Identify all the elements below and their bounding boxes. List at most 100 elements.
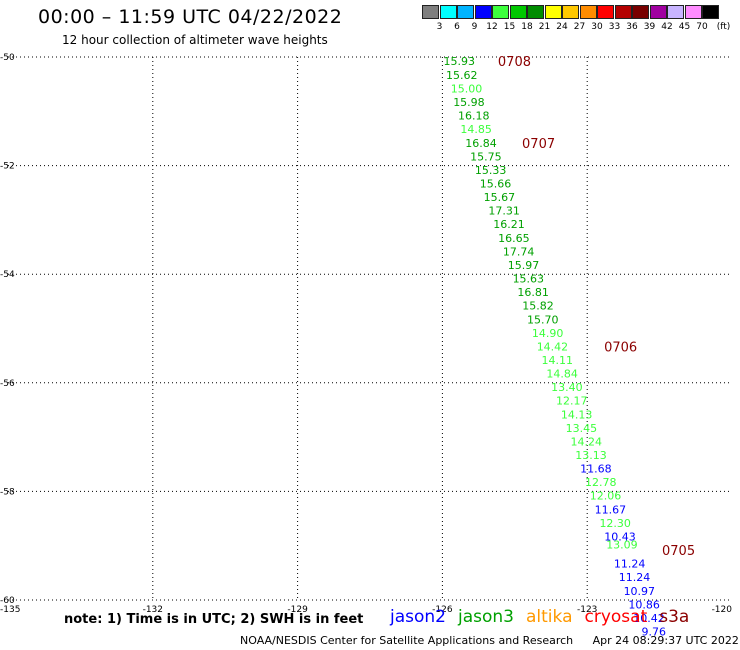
color-swatch xyxy=(492,5,509,19)
swh-value-label: 12.78 xyxy=(585,476,617,489)
pass-time-label: 0706 xyxy=(604,340,637,355)
x-tick-label: -123 xyxy=(577,605,597,615)
swh-value-label: 13.40 xyxy=(551,381,583,394)
color-scale-label: 39 xyxy=(643,22,656,32)
swh-value-label: 12.06 xyxy=(590,490,622,503)
swh-value-label: 12.17 xyxy=(556,395,588,408)
swh-value-label: 15.66 xyxy=(480,178,512,191)
color-swatch xyxy=(597,5,614,19)
swh-value-label: 10.86 xyxy=(628,598,660,611)
swh-value-label: 11.68 xyxy=(580,463,612,476)
swh-value-label: 13.13 xyxy=(575,449,607,462)
swh-value-label: 15.62 xyxy=(446,69,478,82)
chart-subtitle: 12 hour collection of altimeter wave hei… xyxy=(62,33,328,47)
color-scale-label: 70 xyxy=(696,22,708,32)
y-tick-label: -54 xyxy=(0,270,15,280)
credit-text: NOAA/NESDIS Center for Satellite Applica… xyxy=(240,634,574,647)
swh-value-label: 15.93 xyxy=(444,55,476,68)
swh-value-label: 14.13 xyxy=(561,408,593,421)
x-tick-label: -132 xyxy=(143,605,163,615)
legend-entry-jason3: jason3 xyxy=(458,607,514,627)
swh-value-label: 15.67 xyxy=(484,191,516,204)
color-scale-label: 18 xyxy=(521,22,533,32)
y-tick-label: -56 xyxy=(0,379,15,389)
color-swatch xyxy=(544,5,562,19)
pass-time-label: 0707 xyxy=(522,137,555,152)
swh-value-label: 10.97 xyxy=(624,585,656,598)
swh-value-label: 15.98 xyxy=(453,96,485,109)
color-swatch xyxy=(649,5,667,19)
swh-value-label: 14.24 xyxy=(570,435,602,448)
swh-value-label: 11.24 xyxy=(619,571,651,584)
x-tick-label: -129 xyxy=(287,605,308,615)
swh-value-label: 16.21 xyxy=(493,218,525,231)
color-swatch xyxy=(667,5,684,19)
color-swatch xyxy=(439,5,457,19)
y-tick-label: -52 xyxy=(0,162,15,172)
color-scale-label: 3 xyxy=(436,22,443,32)
color-scale-label: 9 xyxy=(471,22,478,32)
color-scale-label: 6 xyxy=(454,22,460,32)
swh-value-label: 11.67 xyxy=(595,503,627,516)
swh-value-label: 17.74 xyxy=(503,245,535,258)
legend-entry-jason2: jason2 xyxy=(390,607,446,627)
color-swatch xyxy=(457,5,474,19)
x-tick-label: -126 xyxy=(432,605,453,615)
swh-value-label: 10.43 xyxy=(604,530,636,543)
y-tick-label: -60 xyxy=(0,596,15,606)
swh-value-label: 16.65 xyxy=(498,232,530,245)
color-scale-label: 45 xyxy=(678,22,691,32)
legend-entry-cryosat: cryosat xyxy=(584,607,648,627)
color-swatch xyxy=(684,5,702,19)
swh-value-label: 15.70 xyxy=(527,313,559,326)
color-scale-label: 15 xyxy=(503,22,516,32)
color-scale-label: 33 xyxy=(608,22,621,32)
color-swatch xyxy=(614,5,632,19)
color-swatch xyxy=(422,5,439,19)
swh-value-label: 9.76 xyxy=(642,625,667,638)
color-scale-label: 36 xyxy=(626,22,638,32)
color-scale-label: 30 xyxy=(591,22,603,32)
color-scale-unit: (ft) xyxy=(716,22,731,32)
swh-value-label: 14.42 xyxy=(537,340,569,353)
x-tick-label: -120 xyxy=(712,605,733,615)
chart-title: 00:00 – 11:59 UTC 04/22/2022 xyxy=(38,6,343,28)
x-tick-label: -135 xyxy=(0,605,20,615)
swh-value-label: 11.24 xyxy=(614,558,646,571)
swh-value-label: 14.11 xyxy=(542,354,574,367)
satellite-legend: jason2 jason3 altika cryosat s3a xyxy=(390,607,701,627)
swh-value-label: 14.85 xyxy=(460,123,492,136)
swh-value-label: 15.00 xyxy=(451,82,483,95)
swh-value-label: 14.84 xyxy=(546,368,578,381)
color-swatch xyxy=(527,5,544,19)
swh-value-label: 14.90 xyxy=(532,327,564,340)
pass-time-label: 0705 xyxy=(662,544,695,559)
color-swatch xyxy=(509,5,527,19)
color-scale-label: 24 xyxy=(556,22,568,32)
units-note: note: 1) Time is in UTC; 2) SWH is in fe… xyxy=(64,612,364,627)
color-scale-label: 12 xyxy=(486,22,498,32)
color-swatch xyxy=(632,5,649,19)
color-swatch xyxy=(562,5,579,19)
color-swatch xyxy=(702,5,719,19)
swh-value-label: 15.75 xyxy=(470,150,502,163)
color-scale-label: 42 xyxy=(661,22,673,32)
swh-value-label: 15.33 xyxy=(475,164,507,177)
swh-value-label: 13.45 xyxy=(566,422,598,435)
legend-entry-s3a: s3a xyxy=(659,607,690,627)
swh-value-label: 16.81 xyxy=(517,286,549,299)
y-tick-label: -58 xyxy=(0,487,15,497)
swh-value-label: 17.31 xyxy=(488,205,520,218)
swh-value-label: 16.18 xyxy=(458,110,490,123)
swh-value-label: 10.42 xyxy=(633,612,665,625)
swh-value-label: 16.84 xyxy=(465,137,497,150)
color-scale-label: 27 xyxy=(573,22,586,32)
footer: NOAA/NESDIS Center for Satellite Applica… xyxy=(240,634,739,647)
legend-entry-altika: altika xyxy=(526,607,573,627)
swh-value-label: 13.09 xyxy=(606,539,638,552)
pass-time-label: 0708 xyxy=(498,55,531,70)
color-scale-label: 21 xyxy=(538,22,551,32)
color-swatch xyxy=(579,5,597,19)
y-tick-label: -50 xyxy=(0,53,15,63)
